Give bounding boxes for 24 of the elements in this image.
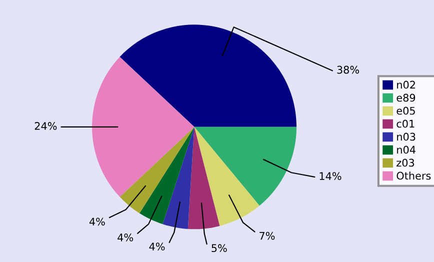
data-label: 24% — [34, 122, 57, 130]
data-label: 7% — [260, 232, 275, 240]
pie-slice — [92, 56, 194, 197]
data-label: 4% — [89, 218, 105, 226]
pie-slice — [120, 126, 194, 214]
pie-slice — [162, 126, 194, 229]
legend-label: n03 — [397, 132, 416, 141]
legend-label: c01 — [396, 120, 414, 128]
legend-label: e05 — [396, 106, 415, 115]
data-label: 5% — [212, 244, 227, 252]
legend-label: e89 — [396, 94, 416, 102]
data-label: 4% — [118, 234, 134, 242]
legend-label: z03 — [396, 158, 414, 167]
pie-slice — [194, 126, 297, 206]
pie-slice — [139, 126, 194, 224]
legend-label: n04 — [397, 146, 416, 154]
data-label: 14% — [320, 172, 342, 180]
pie-slice — [194, 126, 260, 226]
data-label: 4% — [149, 242, 165, 250]
data-label: 38% — [337, 66, 360, 74]
pie-slice — [188, 126, 220, 230]
pie-slice — [120, 24, 297, 127]
legend-label: Others — [396, 172, 431, 180]
legend-label: n02 — [397, 80, 415, 89]
